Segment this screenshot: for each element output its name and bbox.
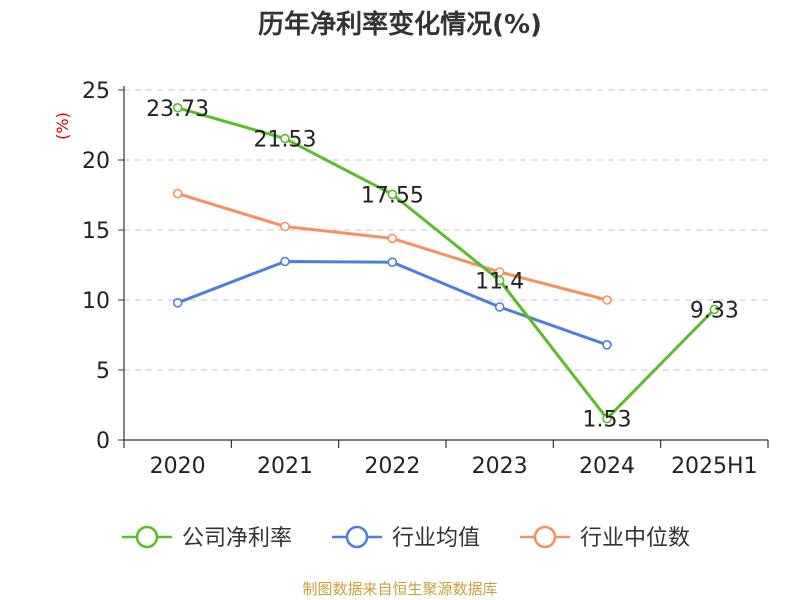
- data-label: 17.55: [361, 183, 424, 208]
- y-tick-label: 15: [82, 219, 110, 244]
- y-tick-label: 5: [96, 359, 110, 384]
- data-point: [172, 297, 183, 308]
- data-point: [387, 257, 398, 268]
- data-labels: 23.73 21.53 17.55 11.4 1.53 9.33: [146, 97, 739, 433]
- data-point: [387, 233, 398, 244]
- x-tick-label: 2021: [257, 454, 313, 479]
- data-point: [709, 304, 720, 315]
- legend-marker: [533, 525, 557, 549]
- legend-marker: [345, 525, 369, 549]
- data-label: 9.33: [690, 298, 739, 323]
- x-tick-label: 2023: [472, 454, 528, 479]
- series-line: [177, 106, 716, 421]
- data-label: 21.53: [254, 128, 317, 153]
- data-point: [280, 256, 290, 267]
- x-tick-label: 2025H1: [671, 454, 758, 479]
- y-axis-label: (%): [53, 112, 72, 140]
- source-footer: 制图数据来自恒生聚源数据库: [302, 580, 498, 598]
- x-tick-label: 2020: [150, 454, 206, 479]
- chart-title: 历年净利率变化情况(%): [258, 10, 542, 40]
- legend: 公司净利率 行业均值 行业中位数: [122, 525, 690, 551]
- grid-lines: [124, 89, 768, 371]
- data-point: [280, 133, 290, 144]
- x-tick-label: 2024: [579, 454, 635, 479]
- legend-label: 行业均值: [392, 526, 480, 551]
- data-label: 23.73: [146, 97, 209, 122]
- y-tick-label: 25: [82, 79, 110, 104]
- series-lines: [172, 102, 720, 424]
- axes: 0 5 10 15 20 25 2020 2021 2022 2023 2024 2025H1: [82, 79, 769, 479]
- legend-label: 行业中位数: [580, 526, 690, 551]
- series-line: [177, 192, 608, 302]
- data-point: [172, 102, 183, 113]
- y-tick-label: 10: [82, 289, 110, 314]
- y-tick-label: 0: [96, 429, 110, 454]
- series-line: [177, 260, 608, 347]
- data-point: [494, 275, 505, 286]
- data-point: [494, 302, 505, 312]
- y-tick-label: 20: [82, 149, 110, 174]
- data-point: [602, 413, 612, 424]
- x-tick-label: 2022: [364, 454, 420, 479]
- data-point: [602, 295, 612, 305]
- data-label: 1.53: [583, 408, 632, 433]
- legend-marker: [135, 525, 159, 549]
- data-point: [387, 189, 398, 200]
- legend-label: 公司净利率: [182, 526, 292, 551]
- data-point: [602, 339, 612, 350]
- data-point: [280, 221, 290, 232]
- data-point: [172, 188, 183, 199]
- data-label: 11.4: [475, 269, 524, 294]
